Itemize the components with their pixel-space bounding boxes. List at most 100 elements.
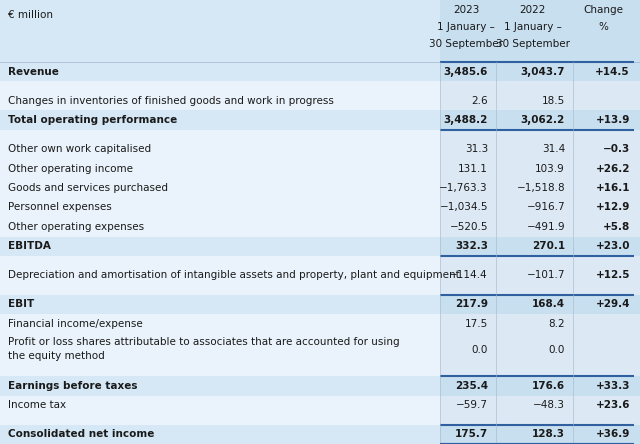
Text: 1 January –: 1 January –: [504, 22, 561, 32]
Bar: [0, 159, 640, 178]
Bar: [0, 237, 640, 256]
Bar: [440, 333, 640, 366]
Bar: [440, 314, 640, 333]
Bar: [0, 217, 640, 237]
Text: −0.3: −0.3: [603, 144, 630, 154]
Text: Depreciation and amortisation of intangible assets and property, plant and equip: Depreciation and amortisation of intangi…: [8, 270, 460, 280]
Text: Changes in inventories of finished goods and work in progress: Changes in inventories of finished goods…: [8, 96, 334, 106]
Bar: [0, 91, 640, 111]
Text: Income tax: Income tax: [8, 400, 66, 410]
Text: −1,518.8: −1,518.8: [516, 183, 565, 193]
Text: Profit or loss shares attributable to associates that are accounted for using: Profit or loss shares attributable to as…: [8, 337, 399, 347]
Text: +26.2: +26.2: [595, 164, 630, 174]
Bar: [440, 366, 640, 376]
Text: −916.7: −916.7: [526, 202, 565, 212]
Bar: [0, 314, 640, 333]
Text: EBIT: EBIT: [8, 299, 35, 309]
Bar: [0, 62, 640, 81]
Bar: [440, 295, 640, 314]
Bar: [440, 111, 640, 130]
Text: 8.2: 8.2: [548, 319, 565, 329]
Text: +14.5: +14.5: [595, 67, 630, 77]
Bar: [0, 285, 640, 295]
Text: 30 September: 30 September: [429, 39, 503, 49]
Bar: [0, 0, 640, 62]
Text: 235.4: 235.4: [455, 381, 488, 391]
Text: +36.9: +36.9: [596, 429, 630, 439]
Text: +12.5: +12.5: [595, 270, 630, 280]
Text: 3,062.2: 3,062.2: [521, 115, 565, 125]
Text: the equity method: the equity method: [8, 351, 105, 361]
Bar: [440, 198, 640, 217]
Text: Consolidated net income: Consolidated net income: [8, 429, 154, 439]
Bar: [440, 62, 640, 81]
Bar: [0, 366, 640, 376]
Text: +16.1: +16.1: [595, 183, 630, 193]
Text: 270.1: 270.1: [532, 241, 565, 251]
Text: 2.6: 2.6: [472, 96, 488, 106]
Bar: [440, 256, 640, 266]
Bar: [440, 159, 640, 178]
Text: 2023: 2023: [453, 5, 479, 15]
Text: +23.0: +23.0: [595, 241, 630, 251]
Text: 18.5: 18.5: [541, 96, 565, 106]
Bar: [440, 237, 640, 256]
Text: −1,763.3: −1,763.3: [440, 183, 488, 193]
Bar: [440, 0, 640, 62]
Text: −59.7: −59.7: [456, 400, 488, 410]
Text: 176.6: 176.6: [532, 381, 565, 391]
Bar: [440, 81, 640, 91]
Bar: [0, 178, 640, 198]
Text: Change: Change: [584, 5, 623, 15]
Text: Other own work capitalised: Other own work capitalised: [8, 144, 151, 154]
Bar: [440, 424, 640, 444]
Text: %: %: [598, 22, 609, 32]
Text: +33.3: +33.3: [595, 381, 630, 391]
Text: −491.9: −491.9: [526, 222, 565, 232]
Bar: [440, 266, 640, 285]
Text: 0.0: 0.0: [548, 345, 565, 355]
Text: Goods and services purchased: Goods and services purchased: [8, 183, 168, 193]
Text: 2022: 2022: [519, 5, 546, 15]
Text: −520.5: −520.5: [449, 222, 488, 232]
Bar: [0, 266, 640, 285]
Bar: [0, 111, 640, 130]
Text: 0.0: 0.0: [472, 345, 488, 355]
Text: +5.8: +5.8: [603, 222, 630, 232]
Text: 128.3: 128.3: [532, 429, 565, 439]
Text: −101.7: −101.7: [527, 270, 565, 280]
Bar: [440, 217, 640, 237]
Text: 131.1: 131.1: [458, 164, 488, 174]
Text: 168.4: 168.4: [532, 299, 565, 309]
Text: +12.9: +12.9: [596, 202, 630, 212]
Text: −48.3: −48.3: [533, 400, 565, 410]
Text: 217.9: 217.9: [455, 299, 488, 309]
Bar: [440, 415, 640, 424]
Text: € million: € million: [8, 10, 53, 20]
Bar: [0, 424, 640, 444]
Bar: [0, 81, 640, 91]
Bar: [0, 415, 640, 424]
Bar: [440, 396, 640, 415]
Bar: [0, 130, 640, 139]
Text: Personnel expenses: Personnel expenses: [8, 202, 112, 212]
Text: EBITDA: EBITDA: [8, 241, 51, 251]
Bar: [0, 198, 640, 217]
Text: 3,043.7: 3,043.7: [520, 67, 565, 77]
Bar: [440, 285, 640, 295]
Text: −1,034.5: −1,034.5: [440, 202, 488, 212]
Bar: [0, 376, 640, 396]
Bar: [440, 139, 640, 159]
Text: 30 September: 30 September: [495, 39, 570, 49]
Text: 175.7: 175.7: [455, 429, 488, 439]
Text: +23.6: +23.6: [595, 400, 630, 410]
Text: Other operating income: Other operating income: [8, 164, 133, 174]
Text: Revenue: Revenue: [8, 67, 59, 77]
Text: Total operating performance: Total operating performance: [8, 115, 177, 125]
Bar: [440, 91, 640, 111]
Text: Financial income/expense: Financial income/expense: [8, 319, 143, 329]
Text: 31.4: 31.4: [541, 144, 565, 154]
Text: 103.9: 103.9: [535, 164, 565, 174]
Bar: [0, 139, 640, 159]
Text: 3,485.6: 3,485.6: [444, 67, 488, 77]
